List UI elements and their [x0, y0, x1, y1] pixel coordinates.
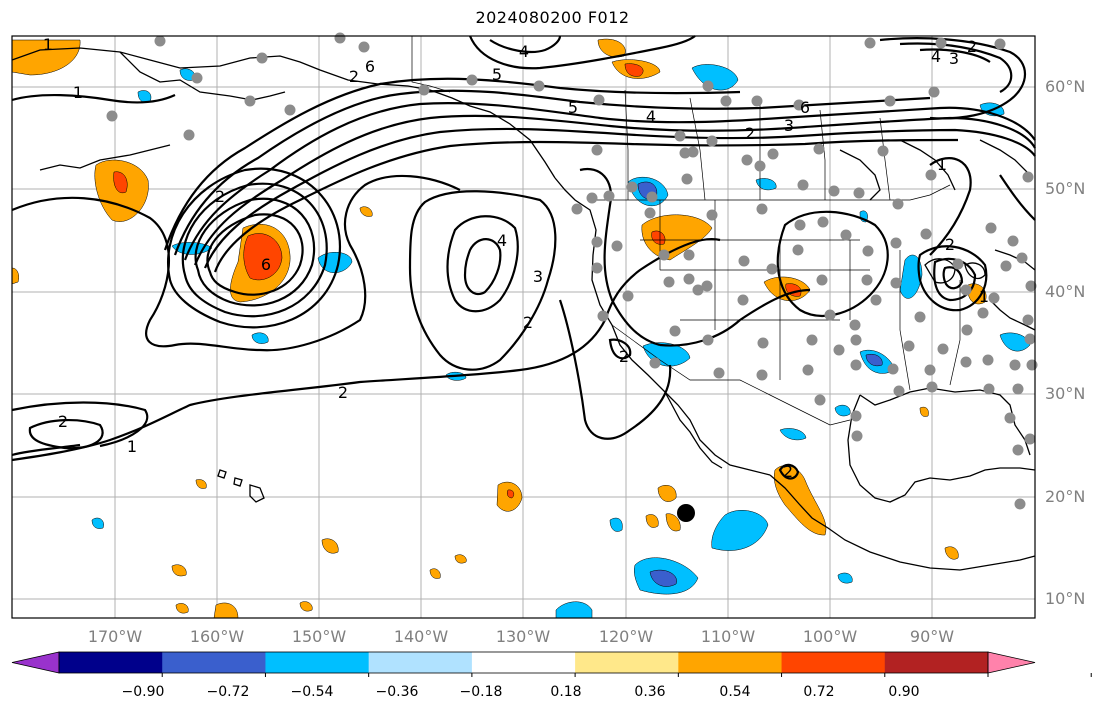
colorbar-tick-label: 0.36: [634, 684, 666, 700]
lat-label: 60°N: [1045, 77, 1086, 96]
contour-label: 6: [261, 255, 271, 274]
station-markers: [106, 32, 1038, 510]
colorbar-swatch: [884, 652, 989, 673]
colorbar-swatch: [678, 652, 783, 673]
contour-label: 3: [784, 116, 794, 135]
lat-label: 50°N: [1045, 179, 1086, 198]
contour-label: 3: [533, 267, 543, 286]
colorbar-tick-label: 0.18: [550, 684, 582, 700]
lat-label: 40°N: [1045, 282, 1086, 301]
shaded-fields: [11, 38, 1031, 619]
contour-label: 2: [338, 383, 348, 402]
contour-label: 1: [979, 287, 989, 306]
lat-label: 30°N: [1045, 384, 1086, 403]
contour-label: 2: [783, 462, 793, 481]
lat-label: 10°N: [1045, 589, 1086, 608]
contour-label: 3: [949, 49, 959, 68]
colorbar-extend-min: [11, 651, 60, 674]
contour-label: 6: [365, 57, 375, 76]
contour-label: 1: [937, 155, 947, 174]
lon-label: 100°W: [802, 627, 858, 646]
colorbar-swatch: [162, 652, 266, 673]
colorbar-swatch: [265, 652, 370, 673]
contour-label: 6: [800, 98, 810, 117]
contour-label: 2: [619, 347, 629, 366]
colorbar-tick-label: 0.54: [719, 684, 751, 700]
coastlines: [11, 47, 1036, 571]
map-frame: [11, 35, 1036, 619]
lon-label: 120°W: [598, 627, 654, 646]
contour-label: 5: [492, 65, 502, 84]
contour-label: 2: [967, 37, 977, 56]
lon-label: 160°W: [189, 627, 245, 646]
contour-label: 1: [73, 83, 83, 102]
lon-label: 110°W: [700, 627, 756, 646]
contour-label: 2: [215, 187, 225, 206]
contour-label: 4: [497, 231, 507, 250]
contour-label: 4: [646, 107, 656, 126]
lon-label: 150°W: [291, 627, 347, 646]
colorbar-tick-label: −0.36: [375, 684, 419, 700]
contour-label: 5: [568, 98, 578, 117]
contour-label: 4: [519, 42, 529, 61]
lat-label: 20°N: [1045, 487, 1086, 506]
colorbar-swatch: [368, 652, 473, 673]
colorbar-tick-label: −0.90: [121, 684, 165, 700]
colorbar-tick-label: −0.54: [290, 684, 334, 700]
contours: [11, 35, 1036, 480]
colorbar-swatch: [471, 652, 576, 673]
colorbar-swatch: [575, 652, 679, 673]
contour-label: 1: [127, 437, 137, 456]
colorbar-tick-label: −0.72: [206, 684, 250, 700]
colorbar-swatch: [781, 652, 886, 673]
contour-label: 4: [931, 47, 941, 66]
contour-label: 2: [523, 313, 533, 332]
contour-label: 2: [745, 124, 755, 143]
contour-label: 2: [58, 412, 68, 431]
map-title: 2024080200 F012: [475, 8, 630, 27]
lon-label: 90°W: [909, 627, 955, 646]
colorbar-outline: [58, 651, 989, 674]
contour-label: 2: [945, 235, 955, 254]
contour-labels: 1 4 6 5 1 2 5 4 6 2 3 2 4 6 3 2 1 2 2 1 …: [43, 35, 989, 481]
colorbar-tick-label: 0.72: [803, 684, 835, 700]
colorbar-tick-label: −0.18: [459, 684, 503, 700]
lon-label: 130°W: [495, 627, 551, 646]
lon-label: 140°W: [393, 627, 449, 646]
contour-label: 1: [43, 35, 53, 54]
lon-label: 170°W: [87, 627, 143, 646]
colorbar-extend-max: [987, 651, 1036, 674]
colorbar-swatch: [59, 652, 163, 673]
contour-label: 2: [349, 67, 359, 86]
colorbar-tick-label: 0.90: [888, 684, 920, 700]
storm-center-marker: [677, 504, 695, 522]
colorbar: [11, 651, 1092, 677]
